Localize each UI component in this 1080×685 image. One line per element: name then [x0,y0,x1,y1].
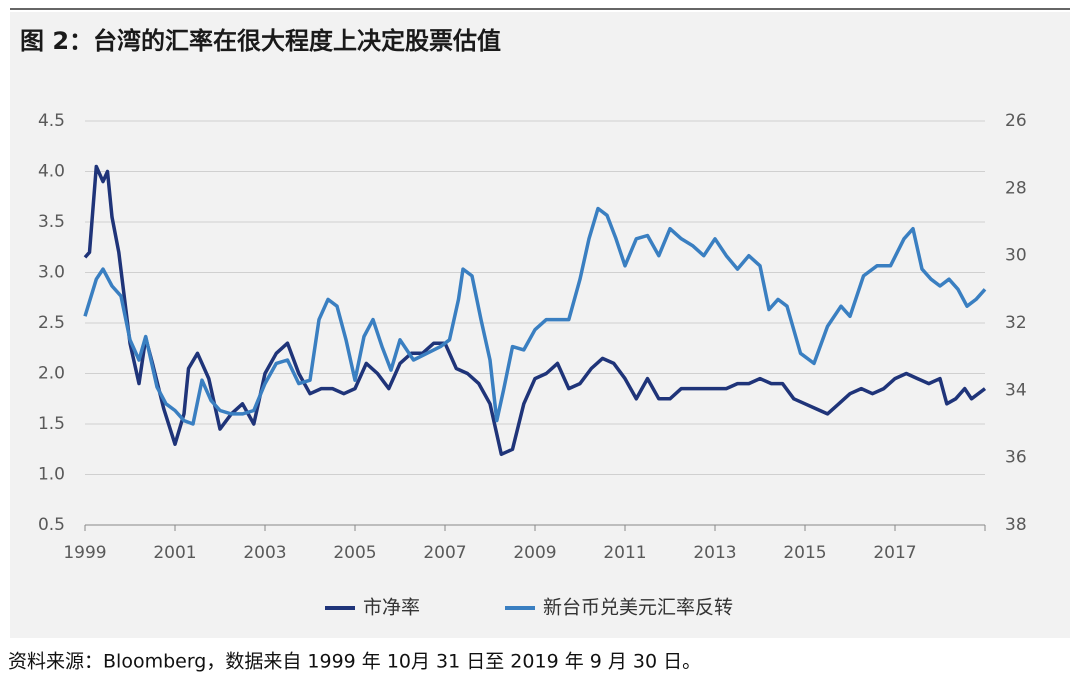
y-tick-label: 1.0 [38,465,65,485]
x-tick-label: 2003 [243,543,286,563]
series-line [83,164,987,457]
y-tick-label: 4.5 [38,111,65,131]
y2-tick-label: 28 [1005,178,1027,198]
x-tick-label: 2001 [153,543,196,563]
y-tick-label: 1.5 [38,414,65,434]
source-note: 资料来源：Bloomberg，数据来自 1999 年 10月 31 日至 201… [8,651,701,673]
y2-tick-label: 34 [1005,380,1027,400]
y-tick-label: 3.0 [38,263,65,283]
y-tick-label: 3.5 [38,212,65,232]
x-tick-label: 2013 [693,543,736,563]
series-line [83,206,987,426]
legend-label: 新台币兑美元汇率反转 [543,597,733,619]
y2-tick-label: 32 [1005,313,1027,333]
x-tick-label: 1999 [63,543,106,563]
y-tick-label: 0.5 [38,515,65,535]
x-tick-label: 2015 [783,543,826,563]
y-tick-label: 2.5 [38,313,65,333]
x-tick-label: 2017 [873,543,916,563]
y2-tick-label: 26 [1005,111,1027,131]
x-tick-label: 2009 [513,543,556,563]
x-tick-label: 2005 [333,543,376,563]
legend-label: 市净率 [363,597,420,619]
x-tick-label: 2007 [423,543,466,563]
y2-tick-label: 30 [1005,246,1027,266]
y2-tick-label: 38 [1005,515,1027,535]
y2-tick-label: 36 [1005,448,1027,468]
y-tick-label: 2.0 [38,364,65,384]
x-tick-label: 2011 [603,543,646,563]
y-tick-label: 4.0 [38,162,65,182]
chart-title: 图 2：台湾的汇率在很大程度上决定股票估值 [20,27,501,55]
